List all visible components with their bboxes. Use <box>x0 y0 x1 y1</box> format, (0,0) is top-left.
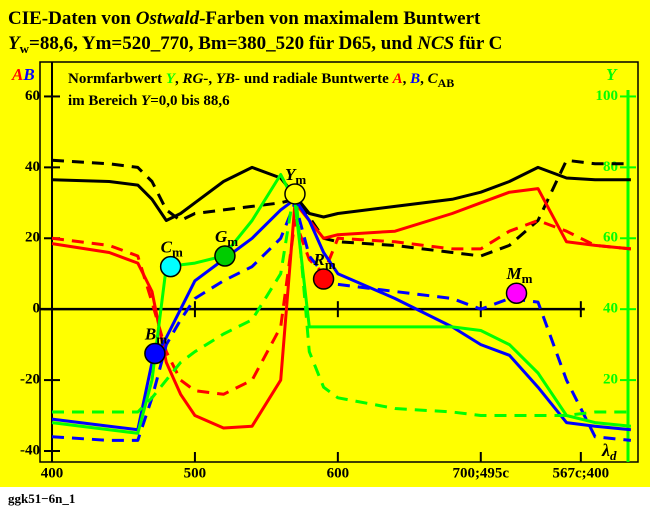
title-part: Ostwald <box>136 8 200 29</box>
y-axis-label-part: A <box>11 65 23 84</box>
point <box>312 268 335 290</box>
annotation-part: , <box>420 71 428 87</box>
x-tick-label: 500 <box>184 465 207 481</box>
point-label-part: C <box>161 238 173 257</box>
subtitle-part: Y <box>8 33 22 54</box>
point <box>284 183 306 205</box>
annotation-part: B <box>409 71 420 87</box>
subtitle-part: für C <box>454 33 502 54</box>
background <box>0 0 650 487</box>
point-label: Ym <box>285 165 306 187</box>
y2-tick-label: 80 <box>603 159 618 175</box>
x-axis-label-part: λ <box>601 440 610 460</box>
x-tick-label: 567c;400 <box>553 465 610 481</box>
point-label: Bm <box>144 324 167 346</box>
point <box>505 282 528 304</box>
title-part: -Farben von maximalem Buntwert <box>199 8 481 29</box>
point-label: Gm <box>215 227 238 249</box>
point-label-part: m <box>172 245 183 260</box>
subtitle-part: =88,6, Ym=520_770, Bm=380_520 für D65, u… <box>29 33 417 54</box>
annotation-part: , <box>175 71 183 87</box>
y-axis-label-part: B <box>22 65 34 84</box>
point <box>159 255 182 278</box>
subtitle-part: w <box>20 41 30 56</box>
y-tick-label: 40 <box>25 159 40 175</box>
annotation-part: RG- <box>182 71 209 87</box>
chart-title: CIE-Daten von Ostwald-Farben von maximal… <box>8 8 481 29</box>
x-axis-label-part: d <box>610 448 617 463</box>
x-tick-label: 600 <box>327 465 350 481</box>
point <box>214 245 236 267</box>
x-axis-label: λd <box>601 440 617 463</box>
point-label-part: m <box>295 172 306 187</box>
title-part: CIE-Daten von <box>8 8 136 29</box>
point-label-part: m <box>227 234 238 249</box>
annotation: Normfarbwert Y, RG-, YB- und radiale Bun… <box>68 71 454 89</box>
y2-tick-label: 20 <box>603 372 618 388</box>
annotation-part: =0,0 bis 88,6 <box>150 93 230 109</box>
footer: ggk51−6n_1 <box>8 491 75 506</box>
annotation-part: Y <box>166 71 177 87</box>
y-tick-label: 0 <box>33 301 41 317</box>
annotation-part: C <box>428 71 439 87</box>
point-label-part: M <box>506 264 523 283</box>
point-label: Mm <box>506 264 533 286</box>
chart-subtitle: Yw=88,6, Ym=520_770, Bm=380_520 für D65,… <box>8 33 502 56</box>
y-tick-label: 60 <box>25 88 40 104</box>
y-axis-label: AB <box>11 65 35 84</box>
y2-tick-label: 40 <box>603 301 618 317</box>
x-tick-label: 700;495c <box>452 465 509 481</box>
data-line <box>51 173 632 435</box>
point-label-part: Y <box>285 165 297 184</box>
point-label-part: m <box>325 257 336 272</box>
point-label: Rm <box>313 250 336 272</box>
y2-axis-label: Y <box>606 65 618 84</box>
data-line <box>52 183 631 417</box>
point <box>144 342 166 365</box>
point-label-part: m <box>522 271 533 286</box>
y-tick-label: 20 <box>25 230 40 246</box>
y-tick-label: -20 <box>20 372 40 388</box>
point-label: Cm <box>161 238 183 260</box>
subtitle-part: NCS <box>416 33 454 54</box>
plot-frame <box>39 61 639 463</box>
point-label-part: R <box>313 250 325 269</box>
annotation-part: Normfarbwert <box>68 71 166 87</box>
annotation-part: A <box>392 71 403 87</box>
y2-tick-label: 60 <box>603 230 618 246</box>
annotation-part: und radiale Buntwerte <box>240 71 393 87</box>
annotation-part: , <box>403 71 411 87</box>
annotation-part: Y <box>141 93 152 109</box>
data-line <box>51 165 631 222</box>
annotation: im Bereich Y=0,0 bis 88,6 <box>68 93 230 109</box>
annotation-part: YB- <box>216 71 240 87</box>
point-label-part: G <box>215 227 228 246</box>
point-label-part: B <box>144 324 156 343</box>
annotation-part: , <box>208 71 216 87</box>
point-label-part: m <box>156 331 167 346</box>
annotation-part: AB <box>438 76 455 90</box>
x-tick-label: 400 <box>41 465 64 481</box>
y2-tick-label: 100 <box>596 88 619 104</box>
annotation-part: im Bereich <box>68 93 141 109</box>
y-tick-label: -40 <box>20 442 40 458</box>
